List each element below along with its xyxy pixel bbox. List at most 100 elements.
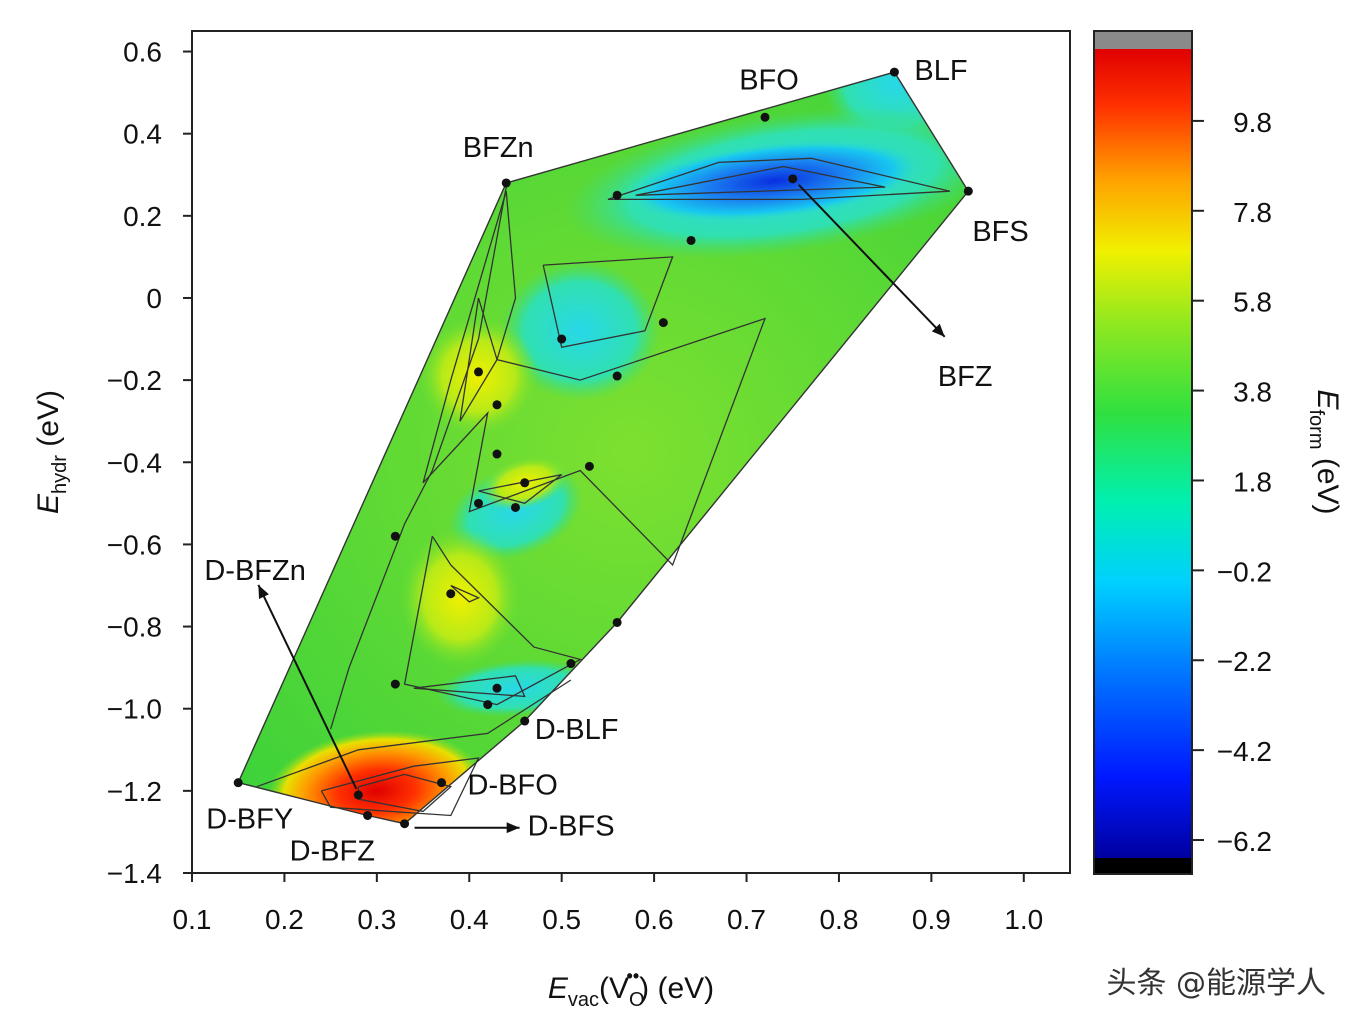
point-label-d-bfzn: D-BFZn [204,555,306,587]
data-point [612,371,622,381]
y-tick-label: −0.4 [107,447,162,478]
contour-line [450,584,481,603]
blob-yellow-lower [400,527,521,668]
y-tick-label: 0.2 [123,201,162,232]
point-label-bfzn: BFZn [463,132,534,164]
point-label-d-blf: D-BLF [535,714,619,746]
contour-lines [256,157,951,817]
colorbar-frame [1093,30,1193,875]
arrow-dbfzn [257,584,358,790]
data-point [483,700,493,710]
data-point [557,334,567,344]
colorbar-gradient [1094,49,1192,858]
data-point [963,186,973,196]
data-point [584,461,594,471]
point-label-bfz: BFZ [938,361,993,393]
point-label-bfo: BFO [739,64,799,96]
colorbar-tick-label: −6.2 [1217,826,1272,857]
data-point [520,716,530,726]
contour-line [422,191,767,567]
contour-line [635,165,886,196]
y-tick-label: 0.6 [123,37,162,68]
colorbar-underflow [1094,858,1192,874]
colorbar-tick-label: −0.2 [1217,556,1272,587]
colorbar: 9.8 7.8 5.8 3.8 1.8 −0.2 −2.2 −4.2 −6.2 [1093,30,1272,875]
y-tick-label: −1.2 [107,776,162,807]
y-tick-label: −0.6 [107,529,162,560]
x-tick-label: 0.7 [727,904,766,935]
label-arrows [257,184,946,834]
x-tick-label: 0.1 [173,904,212,935]
point-label-d-bfs: D-BFS [528,811,615,843]
data-point [510,502,520,512]
data-point [474,367,484,377]
x-tick-label: 0.8 [819,904,858,935]
colorbar-title: Eform (eV) [1305,389,1344,514]
data-point [492,449,502,459]
data-point [566,659,576,669]
data-point [492,400,502,410]
contour-line [256,679,572,788]
point-label-d-bfo: D-BFO [468,770,558,802]
y-tick-label: −1.0 [107,694,162,725]
colorbar-tick-label: 3.8 [1233,377,1272,408]
arrow-bfz [798,184,946,338]
data-point [612,617,622,627]
data-point [889,67,899,77]
point-label-blf: BLF [914,55,967,87]
blob-cyan-mid [500,260,661,401]
colorbar-tick-label: −4.2 [1217,736,1272,767]
contour-line [459,297,498,422]
point-label-d-bfy: D-BFY [206,804,293,836]
x-tick-label: 0.2 [265,904,304,935]
contour-line [478,473,563,505]
contour-line [607,157,951,201]
data-point [233,778,243,788]
x-axis: 0.1 0.2 0.3 0.4 0.5 0.6 0.7 0.8 0.9 1.0 [173,873,1043,935]
data-point [437,778,447,788]
data-point [474,498,484,508]
x-tick-label: 0.4 [450,904,489,935]
data-point [501,178,511,188]
arrow-bfz-head [931,323,945,337]
colorbar-overflow [1094,31,1192,49]
y-tick-label: −0.8 [107,612,162,643]
contour-line [329,186,507,730]
contour-line [413,675,526,698]
data-point [400,819,410,829]
y-tick-label: −0.2 [107,365,162,396]
point-labels: BLF BFO BFZn BFS BFZ D-BLF D-BFO D-BFY D-BFZn D-B… [204,55,1028,867]
x-axis-title: Evac(VO••) (eV) [548,966,714,1011]
blob-blue-bfz [625,140,924,222]
arrow-dbfzn-head [258,584,269,599]
data-point [520,478,530,488]
colorbar-tick-label: 5.8 [1233,287,1272,318]
data-points [233,67,973,829]
data-point [658,318,668,328]
y-tick-label: 0.4 [123,119,162,150]
contour-line [542,256,674,349]
colorbar-ticks: 9.8 7.8 5.8 3.8 1.8 −0.2 −2.2 −4.2 −6.2 [1192,107,1272,857]
data-point [492,683,502,693]
arrow-dbfs-head [506,822,520,834]
data-point [390,531,400,541]
data-point [363,810,373,820]
data-point [353,790,363,800]
colorbar-tick-label: −2.2 [1217,646,1272,677]
contour-line [320,757,480,817]
data-point [612,190,622,200]
data-point [686,235,696,245]
y-tick-label: −1.4 [107,858,162,889]
data-point [788,174,798,184]
colorbar-tick-label: 1.8 [1233,466,1272,497]
data-point [446,589,456,599]
x-tick-label: 0.5 [542,904,581,935]
watermark: 头条 @能源学人 [1106,966,1326,1001]
y-axis-title: Ehydr (eV) [32,390,71,514]
y-tick-label: 0 [146,283,162,314]
point-label-bfs: BFS [972,216,1028,248]
data-point [390,679,400,689]
colorbar-tick-label: 9.8 [1233,107,1272,138]
data-point [760,112,770,122]
